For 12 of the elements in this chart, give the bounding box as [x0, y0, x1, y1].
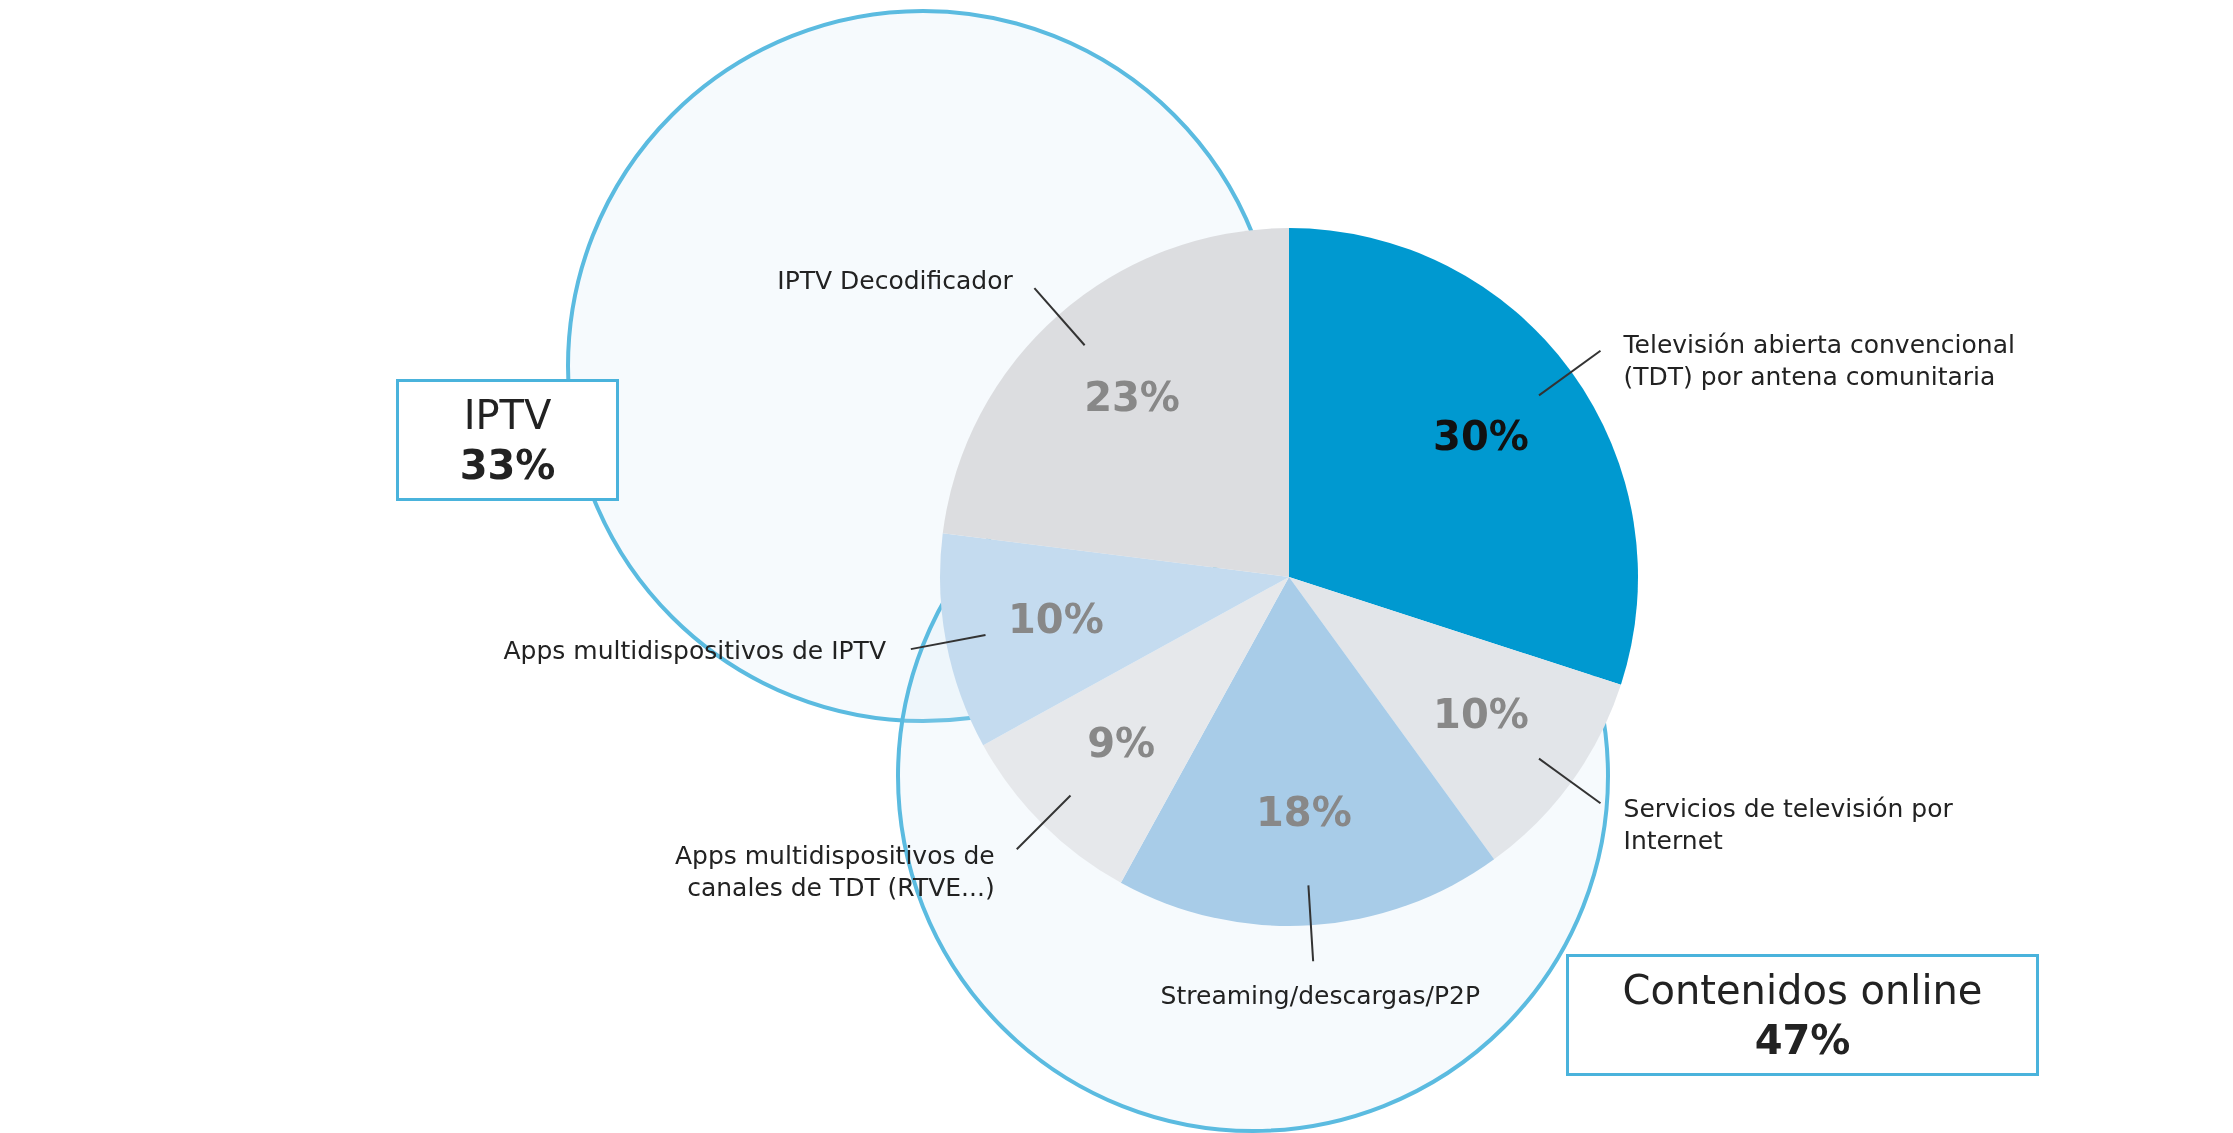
data-label: 23%: [1084, 373, 1180, 420]
slice-label: IPTV Decodificador: [777, 265, 1014, 295]
data-label: 10%: [1433, 691, 1529, 738]
slice-label: Televisión abierta convencional (TDT) por antena comunitaria: [1622, 329, 2015, 391]
text: IPTV 33%: [458, 391, 557, 490]
data-label: 30%: [1433, 412, 1529, 459]
slice-label: Servicios de televisión por Internet: [1623, 794, 1954, 856]
data-label: 10%: [1008, 596, 1104, 643]
data-label: 18%: [1256, 788, 1352, 835]
data-label: 9%: [1087, 719, 1156, 766]
text: Contenidos online 47%: [1621, 966, 1984, 1065]
slice-label: Streaming/descargas/P2P: [1160, 981, 1481, 1011]
